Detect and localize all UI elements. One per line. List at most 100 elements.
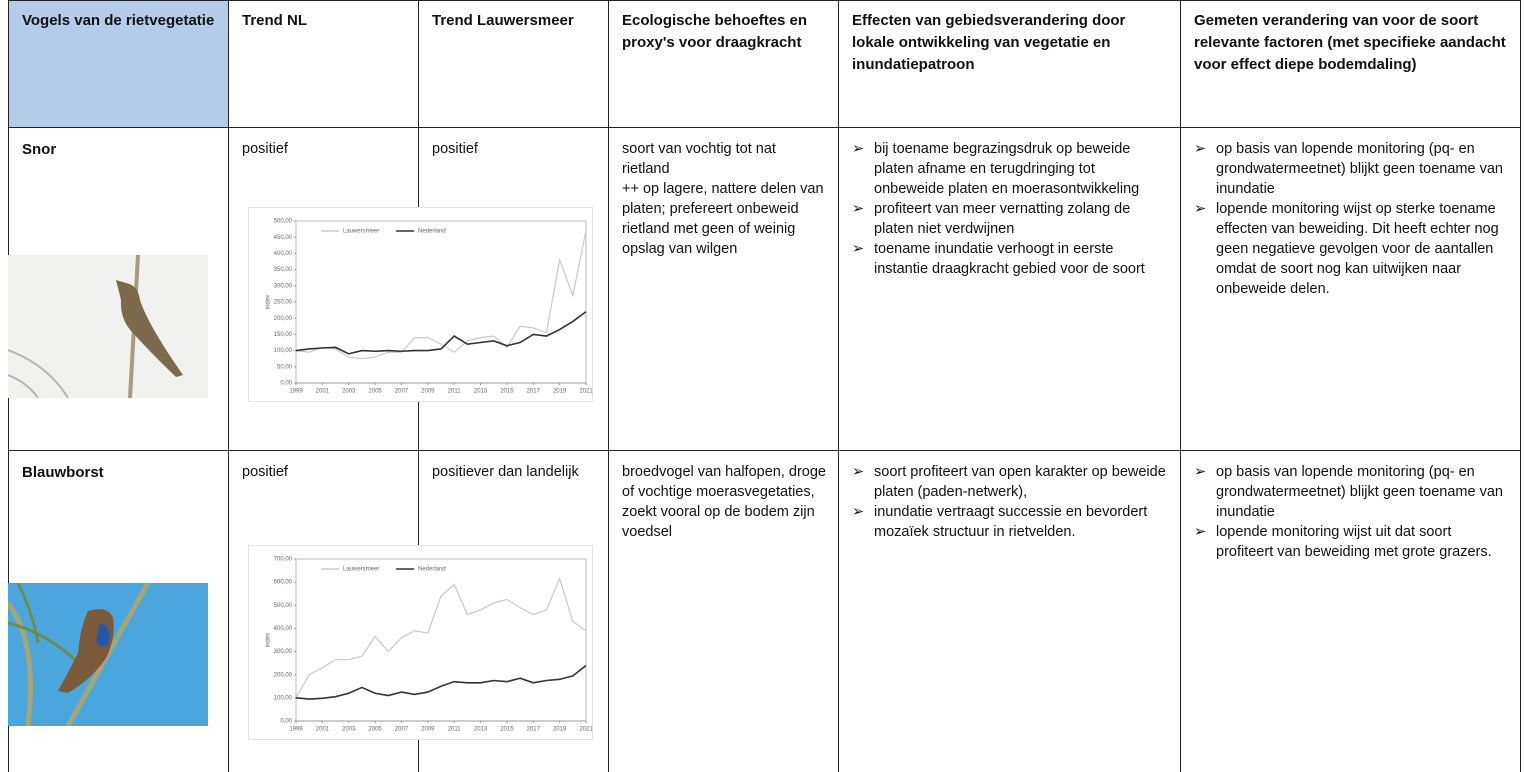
chart-frame	[248, 207, 593, 402]
column-line	[1180, 0, 1181, 772]
header-cell: Vogels van de rietvegetatie	[22, 12, 215, 29]
y-tick-label: 200,00	[274, 672, 293, 678]
trend-lauwersmeer: positief	[432, 141, 478, 157]
y-axis-label: index	[266, 295, 272, 309]
x-tick-label: 2001	[316, 389, 330, 395]
effects-list: soort profiteert van open karakter op be…	[852, 462, 1168, 542]
row-line	[8, 127, 1521, 128]
y-tick-label: 300,00	[274, 283, 293, 289]
header-cell: Effecten van gebiedsverandering door lok…	[852, 12, 1126, 73]
y-tick-label: 500,00	[274, 603, 293, 609]
y-tick-label: 600,00	[274, 580, 293, 586]
x-tick-label: 2019	[553, 727, 567, 733]
effects-item: toename inundatie verhoogt in eerste ins…	[852, 239, 1168, 279]
y-tick-label: 150,00	[274, 332, 293, 338]
column-line	[228, 0, 229, 772]
measured-item: lopende monitoring wijst op sterke toena…	[1194, 199, 1508, 299]
y-tick-label: 200,00	[274, 316, 293, 322]
legend-label: Lauwersmeer	[343, 229, 379, 235]
ecology: soort van vochtig tot nat rietland ++ op …	[608, 127, 838, 259]
x-tick-label: 2017	[527, 727, 541, 733]
x-tick-label: 1999	[289, 727, 303, 733]
bird-throat	[96, 623, 109, 647]
reed	[8, 583, 151, 726]
series-line	[295, 230, 587, 360]
x-tick-label: 2011	[448, 727, 462, 733]
x-tick-label: 2003	[342, 727, 356, 733]
x-tick-label: 2015	[500, 727, 514, 733]
reed-leaf	[8, 583, 80, 665]
header-highlight	[8, 0, 228, 127]
x-tick-label: 2017	[527, 389, 541, 395]
y-tick-label: 700,00	[274, 557, 293, 563]
bird-photo	[8, 255, 208, 398]
bird	[116, 280, 183, 377]
measured-item: lopende monitoring wijst uit dat soort p…	[1194, 522, 1508, 562]
x-tick-label: 2015	[500, 389, 514, 395]
effects-item: inundatie vertraagt successie en bevorde…	[852, 502, 1168, 542]
x-tick-label: 2001	[316, 727, 330, 733]
trend-nl: positief	[242, 464, 288, 480]
x-tick-label: 2019	[553, 389, 567, 395]
x-tick-label: 2003	[342, 389, 356, 395]
x-tick-label: 2007	[395, 389, 409, 395]
y-tick-label: 0,00	[280, 381, 292, 387]
effects-cell: bij toename begrazingsdruk op beweide pl…	[838, 127, 1180, 279]
y-axis-label: index	[266, 633, 272, 647]
y-tick-label: 450,00	[274, 235, 293, 241]
ecology-text: soort van vochtig tot nat rietland	[622, 141, 776, 177]
effects-cell: soort profiteert van open karakter op be…	[838, 450, 1180, 542]
x-tick-label: 2021	[579, 727, 593, 733]
chart-frame	[248, 545, 593, 740]
ecology-text: broedvogel van halfopen, droge of vochti…	[622, 464, 826, 540]
x-tick-label: 1999	[289, 389, 303, 395]
y-tick-label: 500,00	[274, 219, 293, 225]
row-line	[8, 450, 1521, 451]
x-tick-label: 2007	[395, 727, 409, 733]
x-tick-label: 2009	[421, 389, 435, 395]
measured-item: op basis van lopende monitoring (pq- en …	[1194, 462, 1508, 522]
y-tick-label: 250,00	[274, 300, 293, 306]
effects-item: profiteert van meer vernatting zolang de…	[852, 199, 1168, 239]
bird-name: Snor	[22, 141, 57, 158]
bird-name: Blauwborst	[22, 464, 104, 481]
trend-lauwersmeer: positiever dan landelijk	[432, 464, 579, 480]
effects-item: soort profiteert van open karakter op be…	[852, 462, 1168, 502]
x-tick-label: 2021	[579, 389, 593, 395]
x-tick-label: 2005	[368, 727, 382, 733]
measured-item: op basis van lopende monitoring (pq- en …	[1194, 139, 1508, 199]
legend-label: Nederland	[418, 567, 446, 573]
x-tick-label: 2011	[448, 389, 462, 395]
measured-list: op basis van lopende monitoring (pq- en …	[1194, 139, 1508, 299]
series-line	[295, 664, 587, 700]
ecology-text: ++ op lagere, nattere delen van platen; …	[622, 181, 824, 257]
y-tick-label: 100,00	[274, 348, 293, 354]
measured-cell: op basis van lopende monitoring (pq- en …	[1180, 450, 1520, 562]
y-tick-label: 300,00	[274, 649, 293, 655]
measured-cell: op basis van lopende monitoring (pq- en …	[1180, 127, 1520, 299]
x-tick-label: 2013	[474, 389, 488, 395]
header-cell: Trend NL	[242, 12, 308, 29]
effects-item: bij toename begrazingsdruk op beweide pl…	[852, 139, 1168, 199]
column-line	[608, 0, 609, 772]
series-line	[295, 311, 587, 355]
trend-chart: 0,00 50,00 100,00 150,00 200,00 250,00 300,00 3…	[248, 207, 593, 402]
bird-photo	[8, 583, 208, 726]
y-tick-label: 400,00	[274, 626, 293, 632]
trend-chart: 0,00 100,00 200,00 300,00 400,00 500,00 600,00…	[248, 545, 593, 740]
trend-nl: positief	[242, 141, 288, 157]
effects-list: bij toename begrazingsdruk op beweide pl…	[852, 139, 1168, 279]
header-cell: Trend Lauwersmeer	[432, 12, 574, 29]
row-line	[8, 0, 1521, 1]
y-tick-label: 400,00	[274, 251, 293, 257]
legend-label: Nederland	[418, 229, 446, 235]
reed-leaf	[8, 349, 69, 398]
header-cell: Ecologische behoeftes en proxy's voor dr…	[622, 12, 808, 51]
column-line	[1520, 0, 1521, 772]
series-line	[295, 576, 587, 699]
x-tick-label: 2013	[474, 727, 488, 733]
header-cell: Gemeten verandering van voor de soort re…	[1194, 12, 1506, 73]
x-tick-label: 2005	[368, 389, 382, 395]
legend-label: Lauwersmeer	[343, 567, 379, 573]
